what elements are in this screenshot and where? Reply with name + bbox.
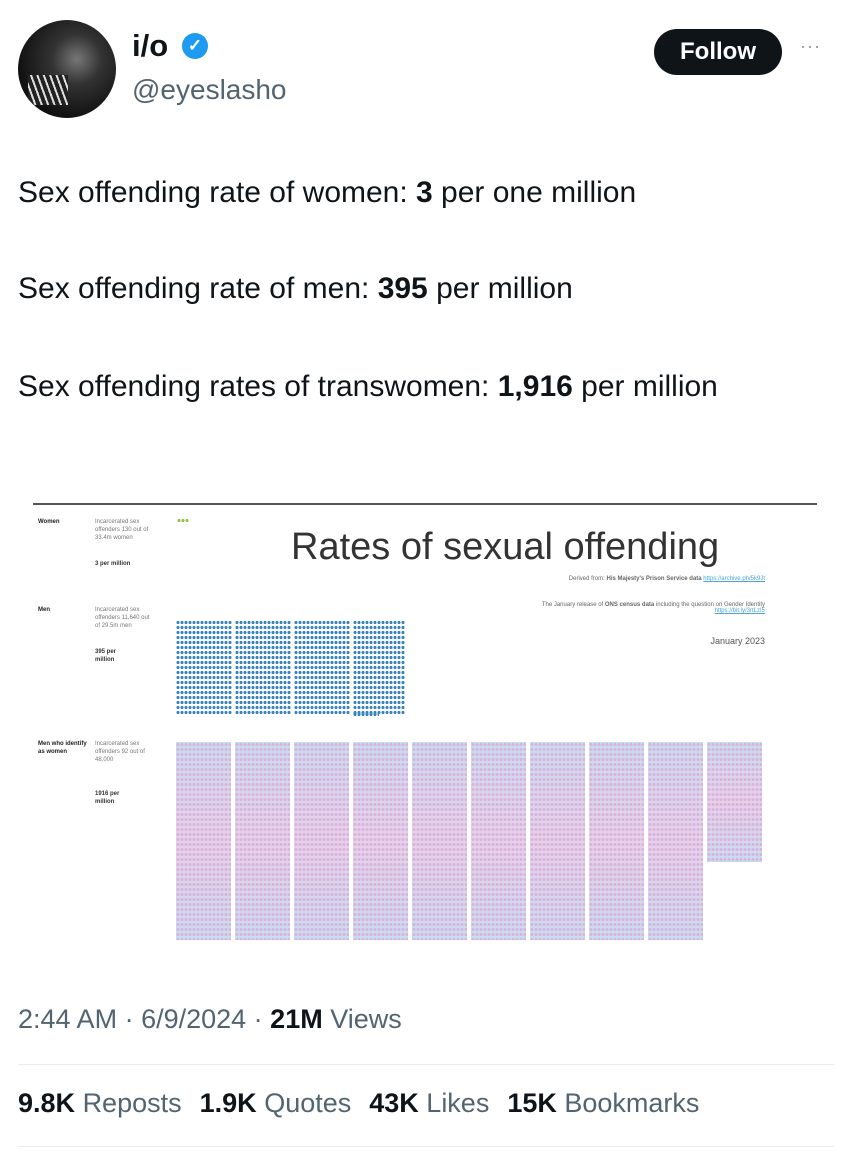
src-text: The January release of <box>541 602 605 608</box>
trans-icons-block <box>235 742 290 940</box>
engagement-stats: 9.8K Reposts 1.9K Quotes 43K Likes 15K B… <box>18 1088 699 1119</box>
line-text: per million <box>427 272 573 305</box>
men-icons-block <box>176 620 232 715</box>
group-rate-men: 395 per million <box>95 649 117 663</box>
tweet-line-women: Sex offending rate of women: 3 per one m… <box>18 170 818 216</box>
likes-stat[interactable]: 43K Likes <box>369 1088 489 1119</box>
group-label-men: Men <box>38 607 50 613</box>
trans-icons-block <box>648 742 703 940</box>
line-text: Sex offending rate of men: <box>18 272 378 305</box>
user-handle[interactable]: @eyeslasho <box>132 74 287 105</box>
bookmarks-stat[interactable]: 15K Bookmarks <box>507 1088 699 1119</box>
trans-icons-block <box>294 742 349 940</box>
reposts-stat[interactable]: 9.8K Reposts <box>18 1088 182 1119</box>
group-label-trans: Men who identify as women <box>38 741 87 755</box>
line-text: Sex offending rate of women: <box>18 176 417 209</box>
men-icons-block <box>294 620 350 715</box>
src-text: including the question on Gender Identit… <box>654 602 765 608</box>
source-2: The January release of ONS census data i… <box>465 602 765 614</box>
trans-icons-block <box>707 742 762 862</box>
tweet-line-transwomen: Sex offending rates of transwomen: 1,916… <box>18 364 758 410</box>
divider <box>18 1146 834 1147</box>
divider <box>18 1064 834 1065</box>
stat-label: Likes <box>426 1088 490 1118</box>
trans-icons-block <box>589 742 644 940</box>
tweet-meta: 2:44 AM · 6/9/2024 · 21M Views <box>18 1004 402 1034</box>
views-label: Views <box>330 1004 402 1034</box>
source-1: Derived from: His Majesty's Prison Servi… <box>569 576 765 582</box>
trans-icons-block <box>471 742 526 940</box>
trans-icons-block <box>176 742 231 940</box>
views-count: 21M <box>270 1004 323 1034</box>
group-desc-trans: Incarcerated sex offenders 92 out of 48,… <box>95 741 145 763</box>
src-text: Derived from: <box>568 576 607 582</box>
line-number: 395 <box>377 272 428 305</box>
women-icons <box>177 518 189 523</box>
image-title: Rates of sexual offending <box>291 526 720 568</box>
group-label-women: Women <box>38 519 60 525</box>
source-link: https://bit.ly/3rtLzI5 <box>714 608 765 614</box>
line-number: 1,916 <box>497 370 573 403</box>
trans-icons-block <box>412 742 467 940</box>
display-name[interactable]: i/o <box>132 28 169 63</box>
verified-badge-icon: ✓ <box>182 33 208 59</box>
trans-icons-block <box>353 742 408 940</box>
src-bold: ONS census data <box>604 602 655 608</box>
tweet-image[interactable]: Rates of sexual offending Derived from: … <box>33 506 817 966</box>
line-number: 3 <box>416 176 433 209</box>
image-top-border <box>33 503 817 505</box>
stat-num: 15K <box>507 1088 557 1118</box>
group-rate-women: 3 per million <box>95 561 131 567</box>
quotes-stat[interactable]: 1.9K Quotes <box>200 1088 352 1119</box>
group-desc-men: Incarcerated sex offenders 11,640 out of… <box>95 607 150 629</box>
more-options-icon[interactable]: ··· <box>800 36 821 56</box>
tweet-date[interactable]: 6/9/2024 <box>141 1004 247 1034</box>
follow-button[interactable]: Follow <box>654 29 782 75</box>
src-bold: His Majesty's Prison Service data <box>606 576 702 582</box>
stat-label: Quotes <box>264 1088 352 1118</box>
image-date: January 2023 <box>710 636 765 646</box>
tweet-line-men: Sex offending rate of men: 395 per milli… <box>18 266 818 312</box>
men-icons-block <box>235 620 291 715</box>
tweet-time[interactable]: 2:44 AM <box>18 1004 118 1034</box>
group-rate-trans: 1916 per million <box>95 791 120 805</box>
stat-label: Reposts <box>82 1088 182 1118</box>
line-text: per million <box>572 370 718 403</box>
group-desc-women: Incarcerated sex offenders 130 out of 33… <box>95 519 149 541</box>
line-text: per one million <box>432 176 637 209</box>
stat-label: Bookmarks <box>564 1088 700 1118</box>
source-link: https://archive.ph/5k9Jt <box>703 576 765 582</box>
trans-icons-block <box>530 742 585 940</box>
stat-num: 43K <box>369 1088 419 1118</box>
stat-num: 9.8K <box>18 1088 76 1118</box>
men-icons-block <box>353 712 379 717</box>
line-text: Sex offending rates of transwomen: <box>18 370 498 403</box>
avatar[interactable] <box>18 20 116 118</box>
stat-num: 1.9K <box>199 1088 257 1118</box>
men-icons-block <box>353 620 405 715</box>
